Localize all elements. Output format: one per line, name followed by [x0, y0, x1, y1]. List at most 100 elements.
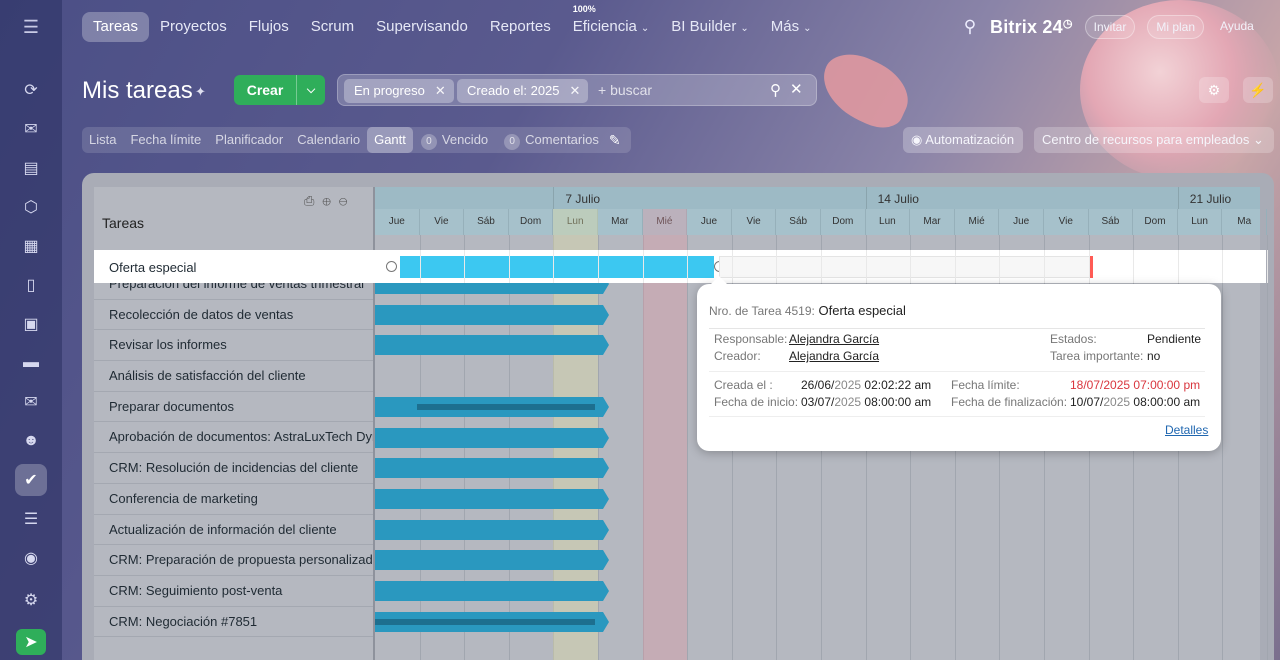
board-icon[interactable]: ▣: [23, 316, 39, 333]
contacts-icon[interactable]: ☻: [22, 432, 40, 449]
tab-reportes[interactable]: Reportes: [489, 18, 551, 35]
tasks-icon[interactable]: ✔: [15, 464, 47, 496]
rocket-icon[interactable]: ➤: [16, 629, 46, 655]
task-bar[interactable]: [375, 519, 609, 540]
search-icon[interactable]: ⚲: [963, 17, 977, 36]
list-icon[interactable]: ▤: [23, 160, 39, 177]
menu-icon[interactable]: ☰: [22, 17, 40, 37]
selected-task-label[interactable]: Oferta especial: [109, 260, 197, 275]
help-link[interactable]: Ayuda: [1220, 19, 1254, 33]
tab-eficiencia[interactable]: 100% Eficiencia ⌄: [572, 4, 650, 35]
view-tab-calendar[interactable]: Calendario: [297, 132, 361, 147]
document-icon[interactable]: ▯: [26, 277, 36, 294]
my-plan-button[interactable]: Mi plan: [1147, 15, 1205, 39]
view-tab-gantt[interactable]: Gantt: [367, 127, 413, 153]
mail-icon[interactable]: ✉: [24, 394, 38, 411]
create-label[interactable]: Crear: [246, 82, 284, 98]
task-row[interactable]: Aprobación de documentos: AstraLuxTech D…: [94, 422, 373, 454]
day-label: Lun: [553, 209, 598, 235]
task-bar[interactable]: [375, 611, 609, 632]
task-bar[interactable]: [375, 335, 609, 356]
robot-icon[interactable]: ◉: [24, 550, 38, 567]
task-row[interactable]: Actualización de información del cliente: [94, 515, 373, 546]
settings-icon[interactable]: ⚙: [23, 592, 39, 609]
task-row[interactable]: Análisis de satisfacción del cliente: [94, 361, 373, 392]
link-start-handle[interactable]: [386, 261, 397, 272]
clear-icon[interactable]: ✕: [790, 81, 803, 98]
tab-proyectos[interactable]: Proyectos: [160, 18, 227, 35]
pin-icon[interactable]: ✦: [195, 84, 206, 99]
day-label: Jue: [375, 209, 420, 235]
tab-tareas[interactable]: Tareas: [82, 12, 150, 42]
day-label: Lun: [1178, 209, 1223, 235]
chevron-down-icon[interactable]: ⌵: [296, 75, 325, 105]
filter-search-bar[interactable]: En progreso ✕ Creado el: 2025 ✕ + buscar ⚲…: [337, 74, 817, 106]
task-bar[interactable]: [375, 550, 609, 571]
task-row[interactable]: CRM: Negociación #7851: [94, 607, 373, 638]
task-bar[interactable]: [375, 427, 609, 448]
task-row[interactable]: CRM: Seguimiento post-venta: [94, 576, 373, 607]
filter-chip-in-progress[interactable]: En progreso ✕: [344, 79, 454, 103]
card-icon[interactable]: ▬: [23, 354, 39, 371]
overdue-counter[interactable]: 0 Vencido: [413, 127, 496, 153]
view-tab-deadline[interactable]: Fecha límite: [130, 132, 202, 147]
task-bar[interactable]: [375, 304, 609, 325]
responsible-link[interactable]: Alejandra García: [789, 332, 880, 346]
task-tooltip: Nro. de Tarea 4519: Oferta especial Resp…: [697, 276, 1221, 451]
column-divider[interactable]: [373, 187, 375, 660]
lightning-icon[interactable]: ⚡: [1243, 77, 1273, 103]
search-icon[interactable]: ⚲: [770, 82, 781, 99]
selected-task-bar[interactable]: [400, 256, 714, 278]
grid-column: [1222, 235, 1224, 660]
task-bar[interactable]: [375, 396, 609, 417]
groups-icon[interactable]: ⬡: [24, 199, 38, 216]
chevron-down-icon: ⌄: [640, 23, 650, 34]
grid-column: [954, 250, 956, 283]
task-bar[interactable]: [375, 458, 609, 479]
end-value: 10/07/2025 08:00:00 am: [1070, 395, 1201, 409]
holiday-column: [642, 209, 688, 660]
zoom-in-icon[interactable]: ⊕: [322, 193, 339, 208]
automation-button[interactable]: ◉ Automatización: [903, 127, 1023, 153]
task-row[interactable]: Recolección de datos de ventas: [94, 300, 373, 331]
resource-center-button[interactable]: Centro de recursos para empleados ⌄: [1034, 127, 1274, 153]
close-icon[interactable]: ✕: [569, 83, 581, 98]
tab-bi-builder[interactable]: BI Builder ⌄: [671, 18, 749, 35]
calendar-icon[interactable]: ▦: [23, 238, 39, 255]
view-tab-list[interactable]: Lista: [89, 132, 117, 147]
task-row[interactable]: CRM: Resolución de incidencias del clien…: [94, 453, 373, 484]
task-row[interactable]: Conferencia de marketing: [94, 484, 373, 515]
chat-icon[interactable]: ✉: [24, 121, 38, 138]
details-link[interactable]: Detalles: [1165, 423, 1209, 437]
search-input[interactable]: + buscar: [598, 82, 653, 98]
tab-supervisando[interactable]: Supervisando: [376, 18, 468, 35]
filter-chip-created[interactable]: Creado el: 2025 ✕: [457, 79, 589, 103]
comments-counter[interactable]: 0 Comentarios: [496, 127, 607, 153]
print-icon[interactable]: ⎙: [304, 193, 323, 208]
day-label: Dom: [1133, 209, 1178, 235]
important-value: no: [1147, 349, 1161, 363]
tab-flujos[interactable]: Flujos: [248, 18, 289, 35]
task-row[interactable]: Preparar documentos: [94, 392, 373, 423]
task-row[interactable]: Revisar los informes: [94, 330, 373, 362]
task-bar[interactable]: [375, 488, 609, 509]
week-separator: [553, 187, 555, 209]
efficiency-badge: 100%: [572, 4, 596, 14]
grid-column: [508, 235, 510, 660]
feed-icon[interactable]: ⟳: [24, 82, 38, 99]
close-icon[interactable]: ✕: [434, 83, 446, 98]
tab-scrum[interactable]: Scrum: [310, 18, 355, 35]
brand-logo[interactable]: Bitrix 24◷: [990, 16, 1073, 37]
view-tab-planner[interactable]: Planificador: [215, 132, 284, 147]
read-all-icon[interactable]: ✎: [608, 131, 621, 148]
zoom-out-icon[interactable]: ⊖: [338, 193, 356, 208]
invite-button[interactable]: Invitar: [1084, 15, 1136, 39]
selected-task-row[interactable]: Oferta especial: [94, 250, 1268, 283]
task-row[interactable]: CRM: Preparación de propuesta personaliz…: [94, 545, 373, 576]
creator-link[interactable]: Alejandra García: [789, 349, 880, 363]
filter-icon[interactable]: ☰: [23, 511, 39, 528]
tab-mas[interactable]: Más ⌄: [770, 18, 812, 35]
gear-icon[interactable]: ⚙: [1199, 77, 1229, 103]
task-bar[interactable]: [375, 581, 609, 601]
create-button[interactable]: Crear ⌵: [234, 75, 325, 105]
